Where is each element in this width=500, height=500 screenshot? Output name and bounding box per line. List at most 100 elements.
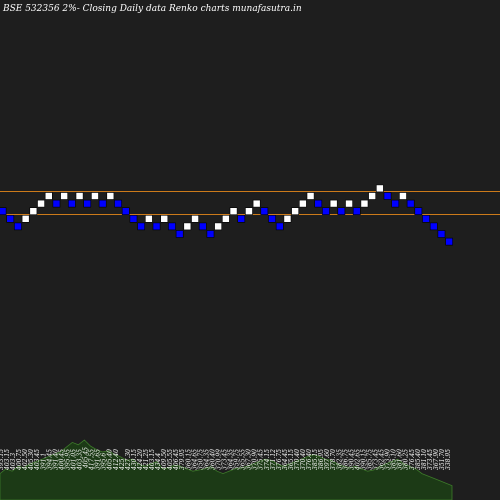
renko-brick-down [275,222,284,231]
price-label: 351.70 [439,449,446,470]
renko-brick-down [337,207,346,215]
renko-brick-down [6,215,15,223]
price-labels: 393.15 403.15 403.3 400.75 402.50 405.30 403.4… [0,447,452,471]
price-label: 382.35 [336,449,343,470]
renko-bricks [0,184,454,246]
price-label: 376.40 [306,449,313,470]
price-label: 403.45 [34,449,41,471]
volume-area-path [0,439,453,500]
price-label: 379.95 [179,449,186,470]
price-label: 402.65 [354,449,361,471]
price-label: 373.45 [427,449,434,470]
volume-area [0,439,453,500]
renko-brick-down [198,222,207,231]
price-label: 370.90 [252,449,259,470]
price-label: 364.45 [282,449,289,470]
price-label: 381.60 [397,449,404,470]
renko-brick-up [345,199,353,208]
price-label: 386.75 [342,449,349,470]
price-label: 391.1 [40,453,47,470]
renko-brick-up [75,192,84,200]
renko-brick-up [245,207,253,215]
renko-brick-down [352,207,361,215]
price-label: 364.65 [191,449,198,470]
renko-brick-up [160,215,169,223]
price-label: 403.15 [4,449,11,471]
renko-brick-up [106,192,115,200]
renko-brick-down [0,207,7,215]
renko-brick-up [21,215,30,223]
price-label: 385.10 [391,449,398,470]
price-label: 365.15 [288,449,295,470]
price-label: 427.30 [125,449,132,471]
price-label: 359.75 [234,449,241,470]
renko-brick-down [268,215,276,223]
price-label: 367.90 [433,449,440,470]
renko-brick-down [137,222,146,231]
price-label: 362.45 [379,449,386,470]
renko-brick-down [237,215,246,223]
renko-brick-up [368,192,377,200]
price-label: 370.40 [294,449,301,470]
price-label: 405.40 [107,449,114,471]
price-label: 338.95 [445,449,452,470]
renko-brick-down [129,215,138,223]
renko-brick-down [445,237,454,246]
price-label: 421.25 [143,449,150,471]
price-label: 406.45 [173,449,180,471]
renko-brick-down [314,199,323,208]
renko-brick-down [68,199,76,208]
renko-brick-up [399,192,407,200]
price-label: 393.15 [0,449,5,470]
price-label: 378.70 [330,449,337,470]
renko-brick-up [91,192,99,200]
renko-brick-up [229,207,238,215]
renko-brick-up [283,215,292,223]
price-label: 409.50 [161,449,168,471]
price-label: 380.25 [403,449,410,470]
price-label: 424.20 [137,449,144,471]
price-label: 370.99 [216,449,223,470]
price-label: 403.15 [149,449,156,471]
price-label: 395.6 [101,453,108,470]
renko-brick-down [383,192,392,200]
price-label: 373.45 [222,449,229,470]
price-label: 381.10 [421,449,428,470]
price-label: 394.45 [46,449,53,470]
price-label: 400.45 [58,449,65,471]
renko-brick-up [298,199,307,208]
price-label: 375.45 [258,449,265,470]
renko-brick-down [322,207,330,215]
price-label: 376.75 [276,449,283,470]
price-label: 371.12 [270,449,277,470]
price-label: 390.45 [348,449,355,470]
renko-brick-up [306,192,315,200]
price-label: 403.3 [10,453,17,471]
price-label: 360.15 [185,449,192,470]
price-label: 391.40 [52,449,59,470]
renko-brick-up [329,199,338,208]
price-label: 370.40 [300,449,307,470]
price-label: 395.95 [64,449,71,470]
renko-brick-up [44,192,53,200]
renko-brick-down [406,199,415,208]
renko-brick-down [422,215,430,223]
renko-brick-down [83,199,92,208]
renko-brick-down [52,199,61,208]
renko-brick-down [114,199,122,208]
price-label: 403.35 [77,449,84,471]
price-label: 390.15 [360,449,367,470]
renko-brick-down [152,222,161,231]
renko-brick-up [191,215,199,223]
price-label: 385.40 [415,449,422,470]
price-label: 425 [119,458,126,471]
renko-brick-down [429,222,438,231]
renko-brick-down [414,207,423,215]
renko-brick-up [60,192,68,200]
price-label: 401.05 [71,449,78,471]
renko-brick-down [206,230,215,238]
price-label: 397.60 [324,449,331,470]
renko-brick-down [98,199,107,208]
